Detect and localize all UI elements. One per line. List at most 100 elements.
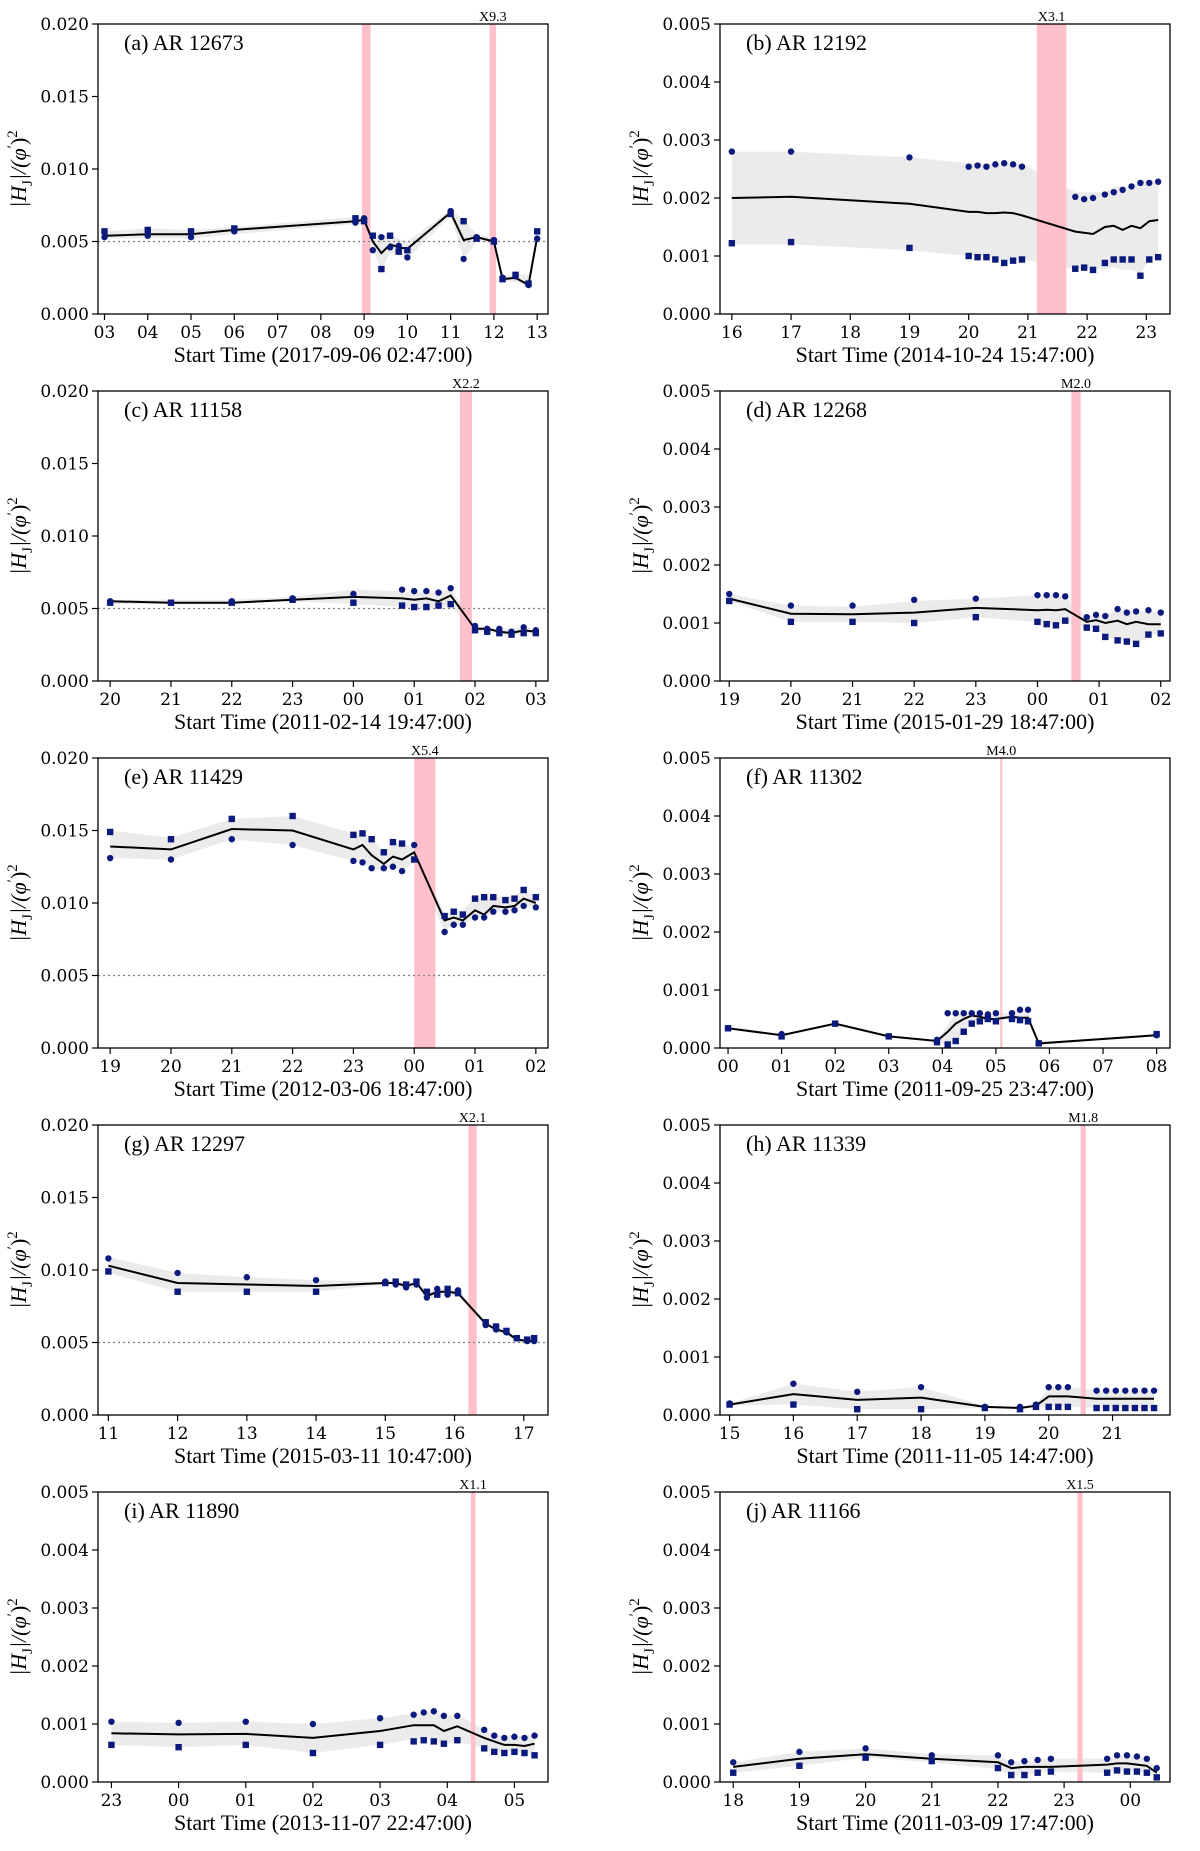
y-tick-label: 0.002 <box>662 556 711 576</box>
y-axis-title-part: |/(φ <box>6 1249 31 1281</box>
y-axis-title-part: |/(φ <box>628 515 653 547</box>
data-point-square <box>243 1288 251 1295</box>
mean-line <box>110 827 537 922</box>
data-point-square <box>968 1020 975 1027</box>
data-point-square <box>730 1769 737 1776</box>
data-point-circle <box>1009 161 1017 168</box>
data-point-circle <box>1119 186 1126 194</box>
data-point-square <box>513 1334 521 1342</box>
data-point-square <box>952 1037 959 1045</box>
data-point-square <box>1032 1403 1040 1411</box>
data-point-circle <box>1093 1387 1100 1394</box>
y-tick-label: 0.020 <box>40 1116 89 1136</box>
y-axis-title-part: 2 <box>5 1231 21 1239</box>
x-tick-label: 08 <box>310 323 332 343</box>
x-tick-label: 22 <box>221 690 243 710</box>
chart-panel-f: M4.0 0.000 0.001 0.002 0.003 0.004 0.005 00 01 02… <box>627 744 1171 1101</box>
x-tick-label: 21 <box>160 690 182 710</box>
data-point-circle <box>976 1010 984 1017</box>
data-point-circle <box>974 162 981 169</box>
data-point-circle <box>395 242 402 250</box>
data-point-square <box>1052 622 1060 629</box>
x-tick-label: 21 <box>1017 323 1039 343</box>
y-tick-label: 0.002 <box>662 1290 711 1310</box>
data-point-square <box>350 599 357 606</box>
data-point-circle <box>992 1010 1000 1017</box>
y-axis-title-part: |/(φ <box>628 1616 653 1648</box>
y-axis-title-part: ′ <box>5 879 21 882</box>
data-point-circle <box>1102 612 1109 620</box>
x-tick-label: 23 <box>1053 1791 1075 1811</box>
data-point-circle <box>1123 609 1131 616</box>
data-point-circle <box>1145 607 1152 614</box>
x-tick-label: 04 <box>137 323 159 343</box>
data-point-circle <box>1157 609 1164 616</box>
data-point-square <box>483 628 491 635</box>
data-point-square <box>511 895 518 902</box>
data-point-square <box>521 1749 528 1757</box>
data-point-circle <box>960 1010 967 1017</box>
data-point-square <box>885 1033 892 1040</box>
y-axis-title-part: ) <box>628 138 653 145</box>
axes-frame <box>97 1124 549 1416</box>
data-point-square <box>398 602 406 609</box>
data-point-circle <box>531 1732 538 1739</box>
data-point-circle <box>1128 183 1135 190</box>
y-axis-title: |HJ|/(φ′)2 <box>5 1598 36 1676</box>
y-tick-label: 0.005 <box>40 600 89 620</box>
x-tick-label: 12 <box>483 323 505 343</box>
y-axis-title-part: 2 <box>5 864 21 872</box>
x-tick-label: 05 <box>180 323 202 343</box>
chart-panel-a: X9.3 0.000 0.005 0.010 0.015 0.020 03 04 05 06 07 0… <box>5 10 549 367</box>
data-point-square <box>496 629 503 637</box>
x-tick-label: 23 <box>282 690 304 710</box>
x-tick-label: 00 <box>343 690 365 710</box>
panel-label: (b) AR 12192 <box>746 30 867 55</box>
x-tick-label: 23 <box>965 690 987 710</box>
y-tick-label: 0.010 <box>40 160 89 180</box>
x-tick-label: 18 <box>722 1791 744 1811</box>
data-point-circle <box>376 1715 384 1722</box>
data-point-circle <box>423 1294 431 1301</box>
data-point-square <box>242 1741 249 1749</box>
y-axis-title-part: ) <box>628 1239 653 1246</box>
y-tick-label: 0.010 <box>40 894 89 914</box>
data-point-circle <box>410 1711 417 1718</box>
data-point-square <box>1016 1406 1024 1413</box>
data-point-circle <box>491 1732 498 1739</box>
data-point-circle <box>350 857 357 865</box>
data-point-square <box>984 1015 992 1023</box>
data-point-circle <box>1064 1383 1072 1391</box>
data-point-square <box>1034 618 1041 626</box>
y-axis-title-part: |H <box>628 552 653 575</box>
chart-panel-d: M2.0 0.000 0.001 0.002 0.003 0.004 0.005 19 20 21… <box>627 377 1172 734</box>
data-point-square <box>423 603 430 611</box>
data-point-square <box>1024 1018 1032 1025</box>
data-point-square <box>106 599 114 606</box>
panel-label: (e) AR 11429 <box>124 764 243 789</box>
y-tick-label: 0.005 <box>662 1483 711 1503</box>
y-axis-title-part: 2 <box>627 864 643 872</box>
data-point-square <box>1064 1403 1072 1411</box>
y-axis-title: |HJ|/(φ′)2 <box>5 130 36 208</box>
data-point-circle <box>480 914 488 921</box>
data-point-square <box>1101 259 1109 267</box>
panel-label: (c) AR 11158 <box>124 397 242 422</box>
data-point-square <box>1103 1769 1111 1776</box>
data-point-square <box>413 1278 420 1285</box>
data-point-circle <box>1052 591 1060 599</box>
x-tick-label: 23 <box>101 1791 123 1811</box>
uncertainty-band <box>111 1711 535 1756</box>
y-tick-label: 0.000 <box>662 1039 711 1059</box>
data-point-square <box>435 602 442 609</box>
y-axis-title-part: J <box>20 1281 36 1287</box>
y-axis-title-part: 2 <box>627 1231 643 1239</box>
x-tick-label: 04 <box>932 1057 954 1077</box>
data-point-square <box>992 256 999 263</box>
data-point-square <box>831 1020 839 1027</box>
y-axis-title-part: |H <box>628 185 653 208</box>
y-axis-title-part: ′ <box>627 1246 643 1249</box>
data-point-circle <box>435 589 442 596</box>
data-point-square <box>910 619 918 627</box>
